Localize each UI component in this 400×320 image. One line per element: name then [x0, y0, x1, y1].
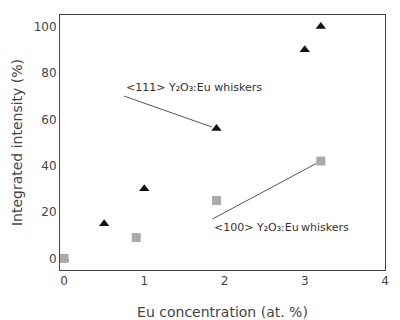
svg-text:<100> Y₂O₃:Eu whiskers: <100> Y₂O₃:Eu whiskers: [214, 221, 349, 234]
svg-text:40: 40: [41, 159, 56, 173]
svg-text:100: 100: [34, 20, 57, 34]
svg-text:20: 20: [41, 205, 56, 219]
svg-text:60: 60: [41, 113, 56, 127]
svg-text:3: 3: [301, 274, 309, 288]
svg-text:0: 0: [60, 274, 68, 288]
svg-text:Eu concentration (at. %): Eu concentration (at. %): [137, 304, 308, 320]
svg-text:80: 80: [41, 66, 56, 80]
svg-text:4: 4: [381, 274, 389, 288]
svg-text:0: 0: [49, 252, 57, 266]
svg-text:2: 2: [221, 274, 229, 288]
svg-text:1: 1: [140, 274, 148, 288]
svg-text:<111> Y₂O₃:Eu whiskers: <111> Y₂O₃:Eu whiskers: [126, 81, 262, 94]
svg-text:Integrated intensity (%): Integrated intensity (%): [9, 59, 25, 226]
